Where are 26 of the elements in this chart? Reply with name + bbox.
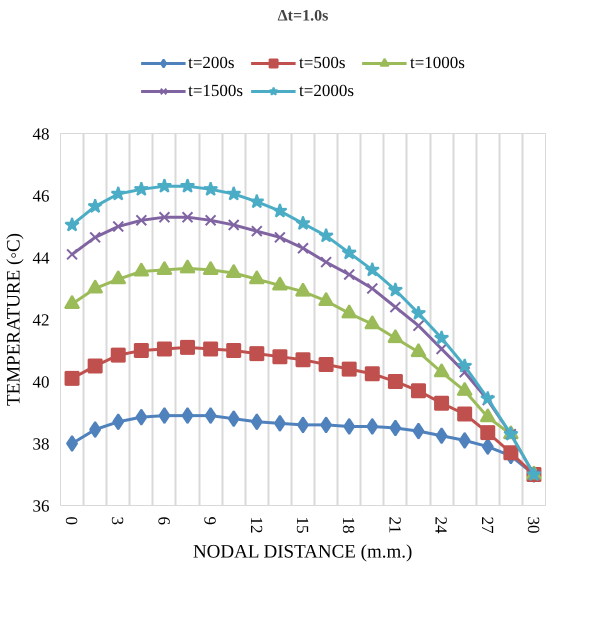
y-tick-label: 36: [32, 496, 50, 516]
legend-label: t=1000s: [410, 53, 465, 73]
legend-label: t=2000s: [299, 81, 354, 101]
x-tick-label: 12: [246, 516, 266, 534]
x-tick-label: 30: [524, 516, 543, 534]
x-tick-label: 9: [200, 516, 220, 525]
x-tick-label: 18: [339, 516, 358, 534]
chart-title: Δt=1.0s: [278, 8, 328, 24]
x-tick-label: 24: [432, 516, 451, 534]
y-tick-label: 42: [32, 310, 50, 330]
y-tick-label: 48: [32, 124, 50, 144]
x-tick-label: 21: [385, 516, 404, 534]
x-tick-label: 3: [108, 516, 128, 525]
y-axis-title: TEMPERATURE (◦C): [4, 232, 24, 406]
x-axis-title: NODAL DISTANCE (m.m.): [192, 542, 412, 562]
x-tick-label: 27: [478, 516, 497, 534]
x-tick-label: 15: [293, 516, 312, 534]
y-tick-label: 44: [32, 248, 50, 268]
legend-label: t=200s: [188, 53, 235, 73]
y-tick-label: 46: [32, 186, 50, 206]
legend-label: t=500s: [299, 53, 346, 73]
x-tick-label: 6: [154, 516, 174, 525]
legend-label: t=1500s: [188, 81, 244, 101]
y-tick-label: 38: [32, 434, 50, 454]
x-tick-label: 0: [62, 516, 82, 525]
y-tick-label: 40: [32, 372, 50, 392]
